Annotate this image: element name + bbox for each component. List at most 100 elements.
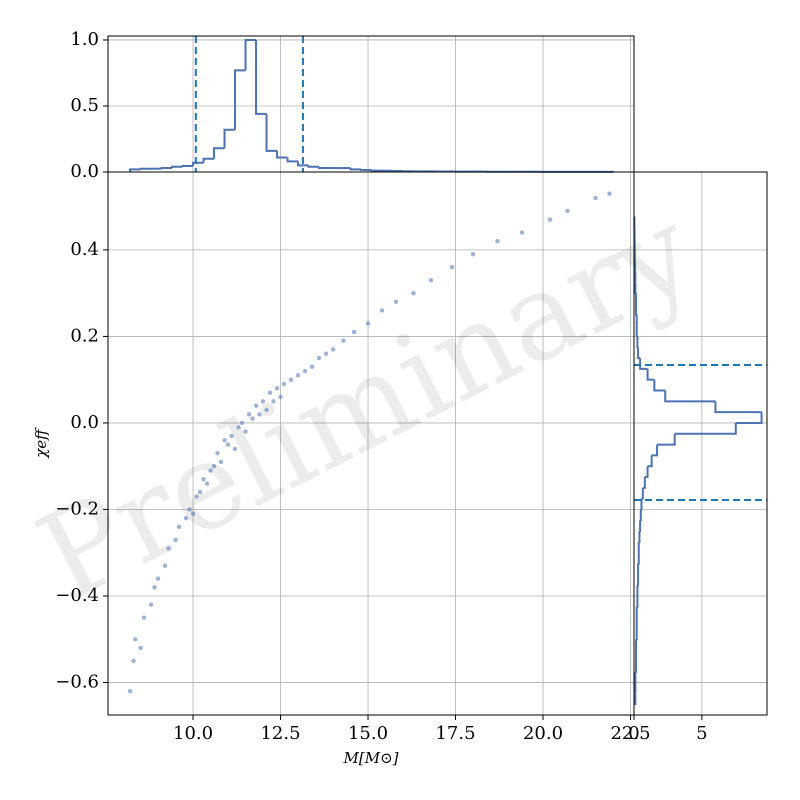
scatter-point	[449, 264, 455, 270]
y-tick-label: −0.4	[55, 585, 99, 606]
scatter-point	[250, 416, 255, 421]
scatter-point	[519, 230, 525, 235]
histogram-step	[181, 165, 194, 168]
scatter-point	[278, 394, 283, 400]
histogram-step	[255, 39, 267, 115]
histogram-step	[634, 282, 637, 295]
histogram-step	[636, 596, 639, 608]
scatter-point	[208, 468, 213, 473]
histogram-step	[735, 412, 763, 424]
y-tick-label: −0.2	[55, 498, 99, 519]
histogram-step	[637, 347, 641, 360]
histogram-step	[244, 38, 257, 71]
scatter-point	[236, 425, 241, 430]
y-tick-label: 0.2	[70, 325, 99, 346]
histogram-step	[297, 161, 309, 167]
histogram-step	[639, 358, 648, 370]
histogram-step	[265, 113, 278, 152]
scatter-point	[295, 373, 301, 378]
scatter-point	[351, 329, 357, 335]
y-tick-label: 0.4	[70, 239, 99, 260]
histogram-step	[639, 520, 642, 533]
scatter-point	[190, 511, 196, 517]
x-tick-label: 15.0	[348, 723, 388, 744]
y-tick-label: −0.6	[55, 672, 99, 693]
y-tick-label: 1.0	[70, 29, 99, 50]
scatter-point	[155, 576, 161, 581]
scatter-point	[127, 689, 133, 694]
scatter-point	[593, 195, 598, 201]
scatter-point	[173, 537, 178, 542]
y-axis-label: χeff	[32, 427, 50, 459]
histogram-step	[642, 477, 646, 489]
scatter-point	[264, 407, 269, 413]
histogram-step	[307, 165, 320, 168]
x-tick-label: 10.0	[173, 723, 213, 744]
histogram-step	[637, 552, 640, 565]
scatter-point	[243, 429, 248, 434]
scatter-point	[229, 433, 234, 439]
histogram-step	[213, 147, 225, 159]
x-tick-label: 20.0	[523, 723, 563, 744]
histogram-step	[674, 422, 737, 435]
scatter-point	[607, 191, 612, 196]
scatter-point	[131, 658, 136, 664]
histogram-step	[647, 455, 653, 468]
scatter-point	[565, 208, 570, 214]
histogram-step	[202, 157, 215, 163]
scatter-point	[302, 368, 308, 374]
histogram-step	[276, 150, 288, 159]
x-tick-label: 0	[628, 723, 639, 744]
scatter-point	[218, 459, 224, 465]
scatter-point	[152, 585, 157, 590]
scatter-point	[271, 399, 276, 404]
scatter-point	[138, 645, 143, 651]
scatter-point	[183, 515, 189, 521]
scatter-point	[260, 399, 266, 404]
watermark: Preliminary	[18, 182, 716, 629]
histogram-step	[657, 433, 676, 446]
scatter-point	[211, 464, 217, 469]
scatter-point	[239, 420, 245, 426]
scatter-point	[274, 386, 280, 391]
x-tick-label: 5	[696, 723, 707, 744]
histogram-step	[644, 466, 649, 479]
axes-frame	[633, 171, 768, 716]
scatter-point	[288, 377, 294, 382]
histogram-step	[638, 531, 641, 543]
histogram-step	[646, 368, 655, 381]
scatter-point	[194, 494, 199, 499]
histogram-step	[139, 167, 152, 170]
scatter-point	[341, 338, 346, 343]
scatter-point	[176, 524, 182, 529]
axes-frame	[107, 35, 635, 173]
x-tick-label: 22.5	[610, 723, 650, 744]
histogram-step	[360, 169, 372, 172]
histogram-step	[171, 165, 183, 169]
histogram-step	[635, 660, 638, 673]
histogram-step	[664, 390, 716, 403]
histogram-step	[234, 69, 246, 130]
scatter-point	[148, 602, 154, 607]
histogram-step	[160, 167, 173, 170]
scatter-point	[330, 347, 336, 352]
scatter-point	[393, 299, 399, 305]
y-tick-label: 0.0	[70, 412, 99, 433]
scatter-point	[309, 364, 315, 369]
scatter-point	[253, 403, 259, 408]
histogram-step	[636, 336, 639, 349]
scatter-point	[365, 321, 371, 326]
scatter-point	[428, 277, 434, 283]
histogram-step	[349, 168, 362, 171]
x-axis-label: M[M⊙]	[343, 749, 399, 767]
histogram-step	[635, 325, 638, 338]
histogram-step	[635, 628, 638, 641]
y-tick-label: 0.0	[70, 161, 99, 182]
histogram-step	[641, 487, 644, 500]
scatter-point	[267, 390, 273, 395]
histogram-step	[714, 401, 762, 414]
scatter-point	[222, 438, 227, 443]
scatter-point	[281, 381, 287, 387]
scatter-point	[547, 217, 553, 222]
